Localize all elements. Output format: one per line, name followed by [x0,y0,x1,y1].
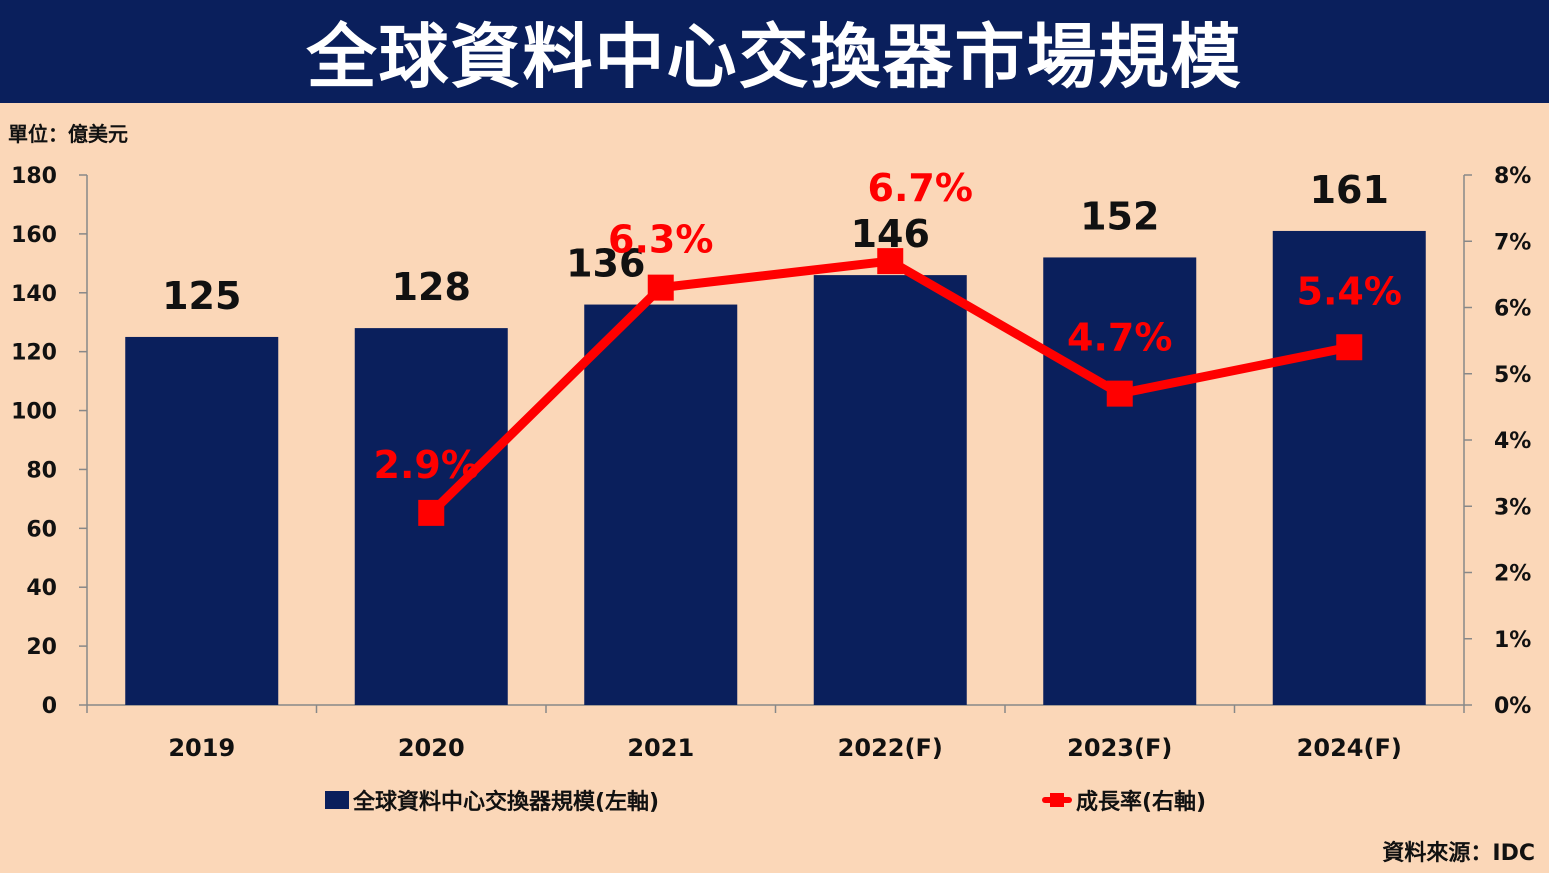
legend-bar-swatch [325,791,349,809]
right-tick-label: 8% [1494,164,1531,189]
legend-bar-label: 全球資料中心交換器規模(左軸) [353,790,660,815]
legend-item-bar: 全球資料中心交換器規模(左軸) [325,784,659,816]
left-tick-label: 120 [11,341,57,366]
left-tick-label: 0 [42,694,57,719]
growth-marker [1106,380,1133,407]
legend-item-line: 成長率(右軸) [1042,784,1206,816]
bar [125,336,279,705]
x-tick-label: 2022(F) [838,734,943,762]
right-tick-label: 5% [1494,363,1531,388]
growth-marker [647,274,674,301]
bar-value-label: 125 [162,274,241,318]
bar [1043,257,1197,705]
legend-line-label: 成長率(右軸) [1076,790,1207,815]
left-tick-label: 40 [26,576,57,601]
right-tick-label: 7% [1494,230,1531,255]
left-tick-label: 160 [11,223,57,248]
bar-value-label: 161 [1310,168,1389,212]
right-tick-label: 3% [1494,495,1531,520]
x-tick-label: 2019 [168,734,235,762]
growth-marker [418,499,445,526]
left-tick-label: 60 [26,517,57,542]
growth-value-label: 6.7% [868,166,973,210]
bar-value-label: 136 [566,242,645,286]
legend-line-swatch [1042,791,1072,809]
right-tick-label: 1% [1494,628,1531,653]
growth-value-label: 5.4% [1297,269,1402,313]
growth-value-label: 4.7% [1067,316,1172,360]
bar-value-label: 128 [392,265,471,309]
x-tick-label: 2024(F) [1297,734,1402,762]
chart-title: 全球資料中心交換器市場規模 [306,16,1243,98]
right-tick-label: 0% [1494,694,1531,719]
bar [1272,230,1426,705]
left-tick-label: 80 [26,458,57,483]
left-tick-label: 140 [11,282,57,307]
source-label: 資料來源：IDC [1382,841,1535,866]
growth-marker [1336,334,1363,361]
bar [813,275,967,705]
left-tick-label: 180 [11,164,57,189]
growth-value-label: 6.3% [608,218,713,262]
growth-marker [877,248,904,275]
x-tick-label: 2021 [627,734,694,762]
x-tick-label: 2020 [398,734,465,762]
bar-value-label: 152 [1080,194,1159,238]
x-tick-label: 2023(F) [1067,734,1172,762]
right-tick-label: 6% [1494,297,1531,322]
title-bar: 全球資料中心交換器市場規模 [0,0,1549,103]
right-tick-label: 2% [1494,562,1531,587]
left-tick-label: 20 [26,635,57,660]
right-tick-label: 4% [1494,429,1531,454]
left-tick-label: 100 [11,400,57,425]
unit-label: 單位：億美元 [8,122,128,146]
bar [584,304,738,705]
growth-value-label: 2.9% [374,443,479,487]
